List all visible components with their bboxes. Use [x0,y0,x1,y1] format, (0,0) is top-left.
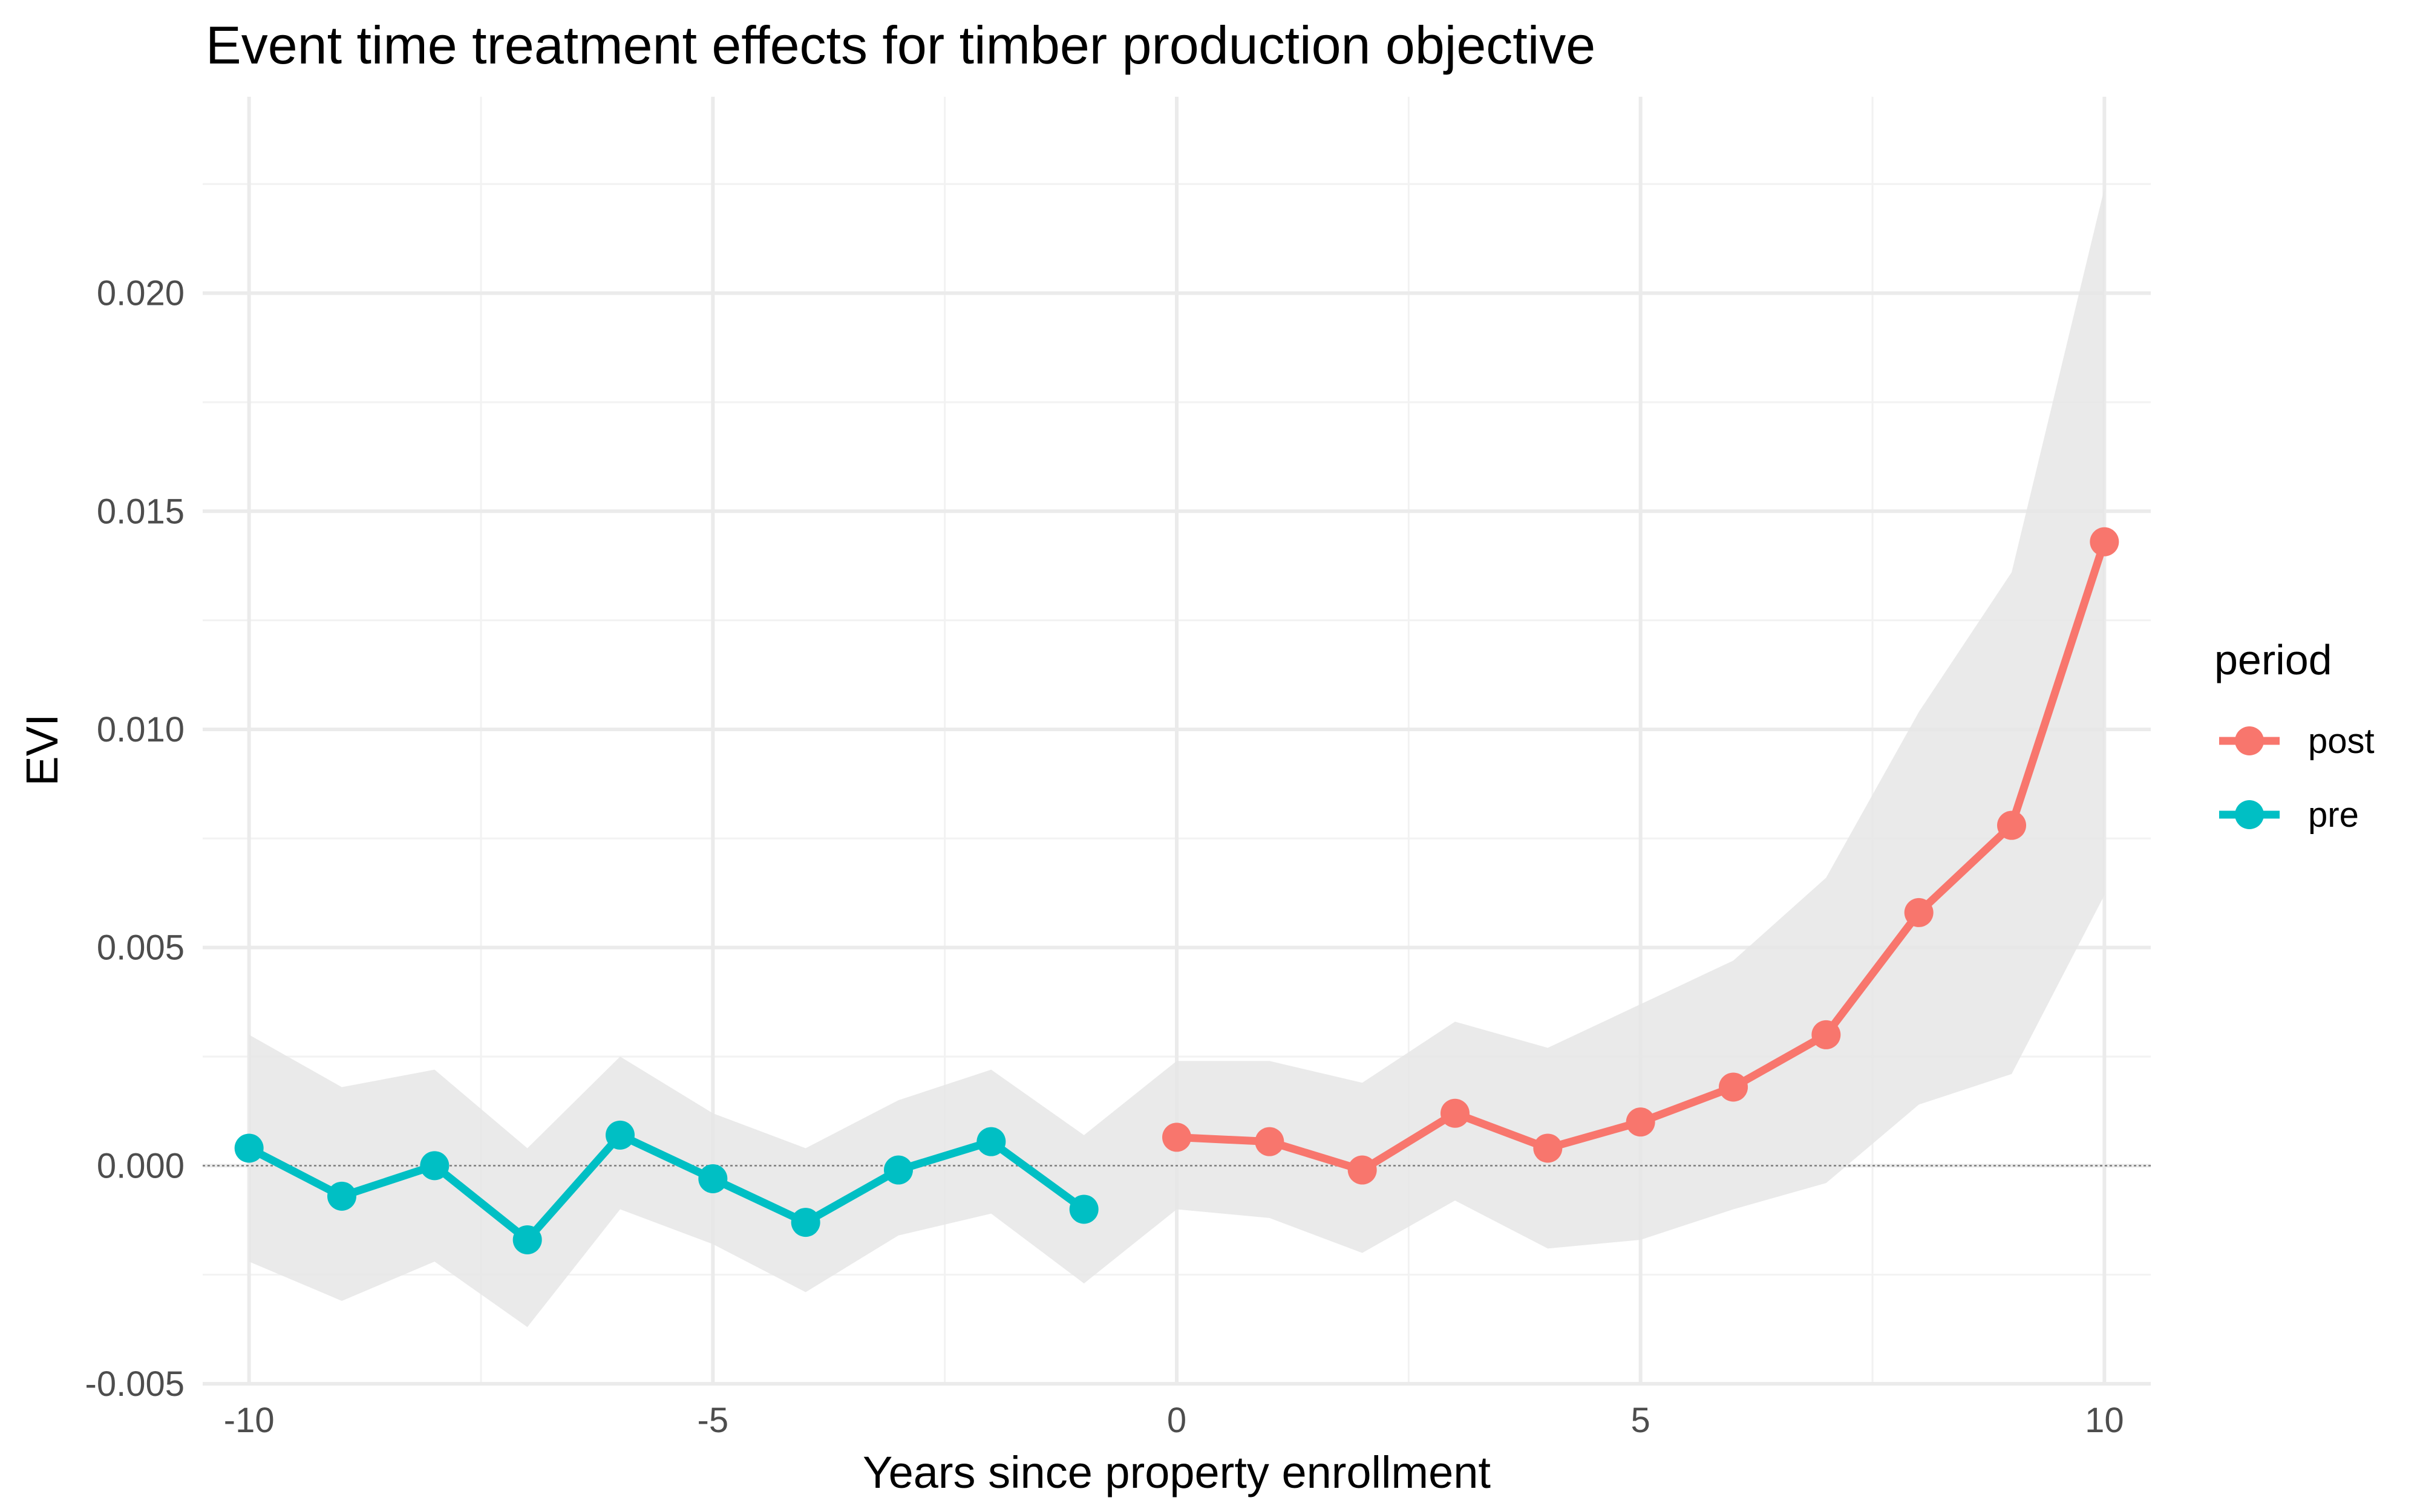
data-point-post [1904,898,1934,927]
data-point-pre [698,1164,728,1193]
legend: period post pre [2214,636,2375,835]
legend-key-point-pre [2235,800,2264,829]
data-point-post [1811,1020,1841,1049]
legend-label-pre: pre [2308,795,2359,835]
y-tick-label: 0.000 [97,1146,185,1185]
data-point-post [1162,1123,1191,1152]
data-point-post [1997,810,2026,840]
x-axis-title: Years since property enrollment [863,1447,1491,1497]
data-point-pre [791,1208,820,1237]
data-point-pre [884,1155,913,1185]
series-line-pre [245,1131,1088,1244]
y-tick-label: 0.005 [97,928,185,968]
data-point-post [1719,1072,1748,1102]
data-point-pre [976,1127,1006,1156]
y-tick-label: -0.005 [85,1364,185,1404]
data-point-post [1626,1107,1655,1137]
chart-title: Event time treatment effects for timber … [206,15,1595,75]
x-tick-label: -10 [224,1401,275,1440]
legend-title: period [2214,636,2332,683]
plot-area: -10 -5 0 5 10 -0.005 0.000 0.005 0.010 0.015 0.020 [85,97,2151,1440]
data-point-post [2090,527,2119,556]
data-point-pre [512,1225,542,1254]
data-point-post [1441,1098,1470,1128]
data-point-pre [327,1181,356,1211]
x-tick-label: 5 [1631,1401,1650,1440]
y-tick-label: 0.015 [97,492,185,531]
y-tick-label: 0.020 [97,274,185,313]
y-tick-label: 0.010 [97,710,185,749]
x-tick-label: 10 [2085,1401,2124,1440]
x-tick-label: 0 [1167,1401,1186,1440]
legend-label-post: post [2308,722,2375,761]
x-tick-label: -5 [698,1401,729,1440]
legend-items: post pre [2219,722,2375,835]
data-point-pre [234,1133,264,1163]
data-point-post [1347,1155,1377,1185]
data-point-post [1255,1127,1284,1156]
y-axis-title: EVI [17,714,67,786]
confidence-band [249,188,2105,1328]
data-point-pre [1069,1194,1099,1224]
data-point-pre [606,1120,635,1150]
data-point-post [1533,1133,1563,1163]
legend-key-point-post [2235,726,2264,755]
data-point-pre [420,1151,450,1181]
